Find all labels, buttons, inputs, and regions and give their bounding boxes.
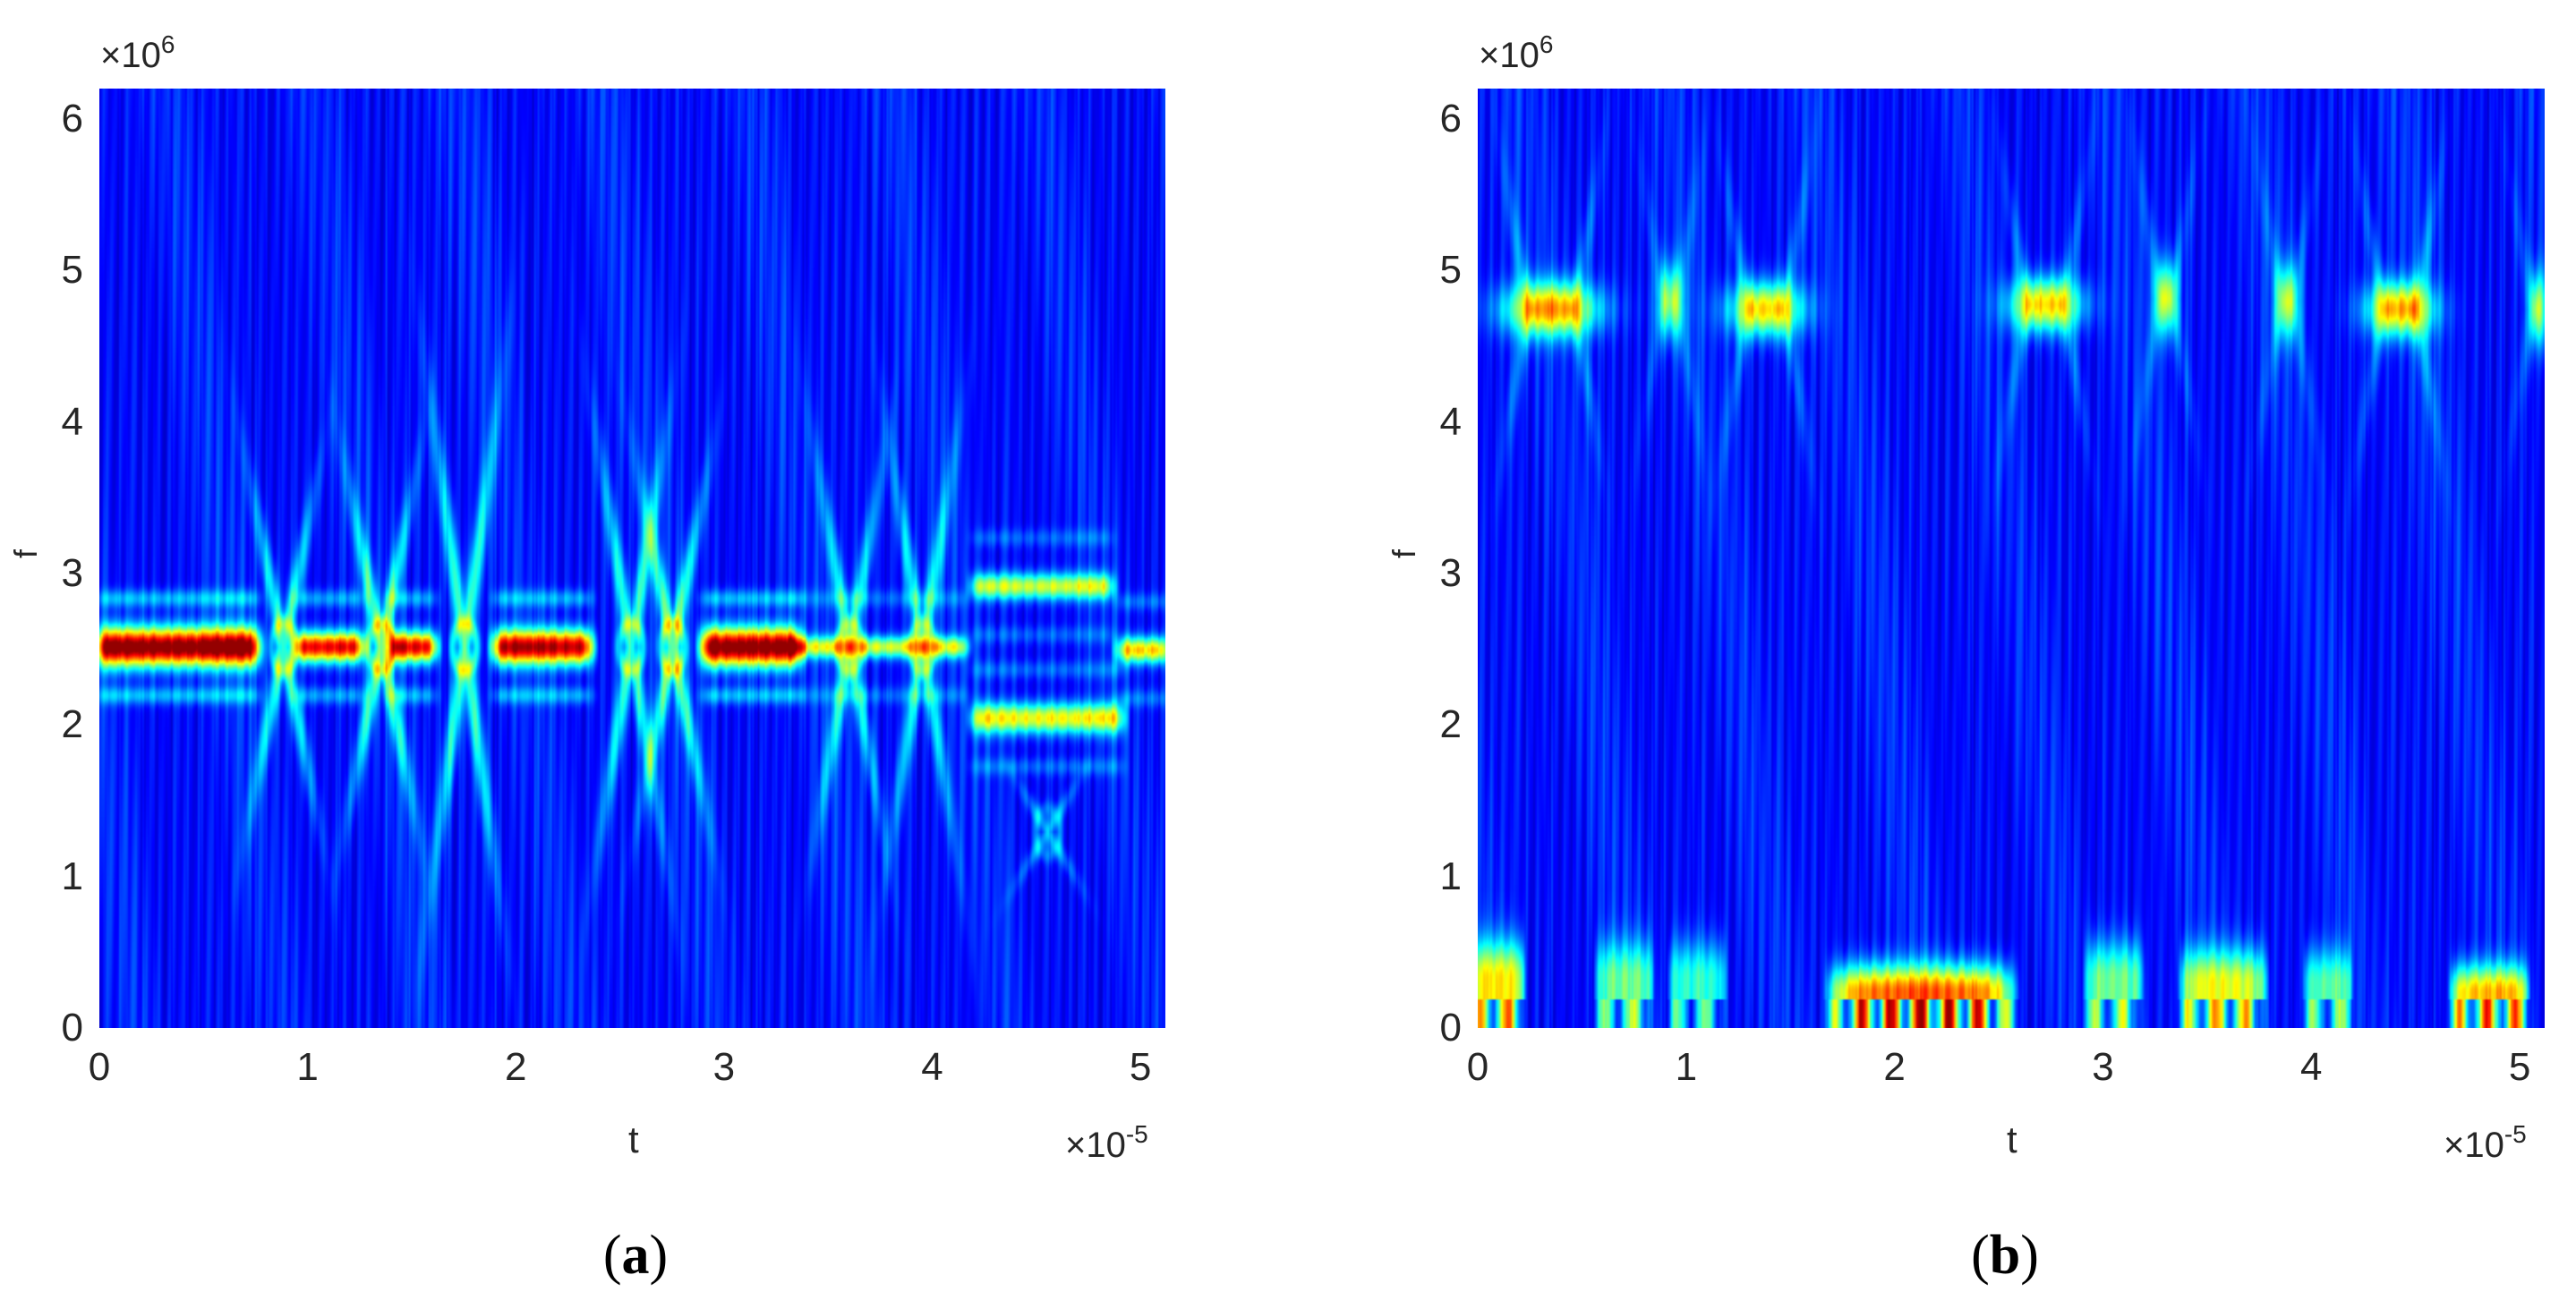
- x-tick-label: 4: [921, 1045, 943, 1089]
- x-tick-label: 5: [2508, 1045, 2531, 1089]
- y-tick-label: 2: [61, 702, 83, 747]
- y-axis-label: f: [1386, 548, 1423, 559]
- x-exponent-label: ×10-5: [1065, 1120, 1148, 1166]
- x-tick-label: 1: [296, 1045, 319, 1089]
- x-tick-label: 3: [2092, 1045, 2114, 1089]
- y-exponent-power: 6: [1539, 30, 1554, 58]
- caption-paren-close: ): [2020, 1225, 2039, 1286]
- caption-letter: a: [621, 1225, 650, 1286]
- x-exponent-base: ×10: [2444, 1126, 2504, 1165]
- x-tick-label: 4: [2300, 1045, 2323, 1089]
- y-tick-label: 5: [61, 248, 83, 293]
- x-tick-label: 1: [1675, 1045, 1698, 1089]
- x-tick-label: 0: [88, 1045, 111, 1089]
- y-tick-label: 0: [61, 1006, 83, 1050]
- x-exponent-power: -5: [1125, 1120, 1148, 1148]
- x-tick-label: 2: [1883, 1045, 1906, 1089]
- y-tick-label: 6: [61, 96, 83, 140]
- x-exponent-base: ×10: [1065, 1126, 1126, 1165]
- y-tick-label: 4: [1439, 399, 1462, 444]
- caption-paren-open: (: [1971, 1225, 1990, 1286]
- caption-letter: b: [1989, 1225, 2021, 1286]
- y-tick-label: 3: [1439, 550, 1462, 595]
- y-exponent-label: ×106: [1479, 30, 1553, 76]
- x-tick-label: 2: [504, 1045, 527, 1089]
- x-tick-label: 0: [1466, 1045, 1489, 1089]
- caption-paren-open: (: [602, 1225, 622, 1286]
- x-exponent-label: ×10-5: [2444, 1120, 2527, 1166]
- y-tick-label: 2: [1439, 702, 1462, 747]
- y-tick-label: 5: [1439, 248, 1462, 293]
- x-axis-label: t: [628, 1118, 639, 1160]
- y-tick-label: 1: [1439, 854, 1462, 898]
- y-tick-label: 3: [61, 550, 83, 595]
- x-tick-label: 5: [1129, 1045, 1152, 1089]
- panel-caption-a: (a): [546, 1224, 725, 1288]
- spectrogram-plot-b: [1478, 89, 2545, 1028]
- y-exponent-label: ×106: [100, 30, 175, 76]
- y-exponent-power: 6: [160, 30, 175, 58]
- x-exponent-power: -5: [2503, 1120, 2527, 1148]
- spectrogram-plot-a: [99, 89, 1165, 1028]
- x-axis-label: t: [2007, 1118, 2017, 1160]
- y-tick-label: 0: [1439, 1006, 1462, 1050]
- y-tick-label: 1: [61, 854, 83, 898]
- y-exponent-base: ×10: [100, 36, 161, 75]
- spectrogram-canvas-a: [99, 89, 1165, 1028]
- y-tick-label: 4: [61, 399, 83, 444]
- x-tick-label: 3: [712, 1045, 736, 1089]
- panel-caption-b: (b): [1915, 1224, 2094, 1288]
- spectrogram-canvas-b: [1478, 89, 2545, 1028]
- caption-paren-close: ): [649, 1225, 669, 1286]
- y-exponent-base: ×10: [1479, 36, 1540, 75]
- y-tick-label: 6: [1439, 96, 1462, 140]
